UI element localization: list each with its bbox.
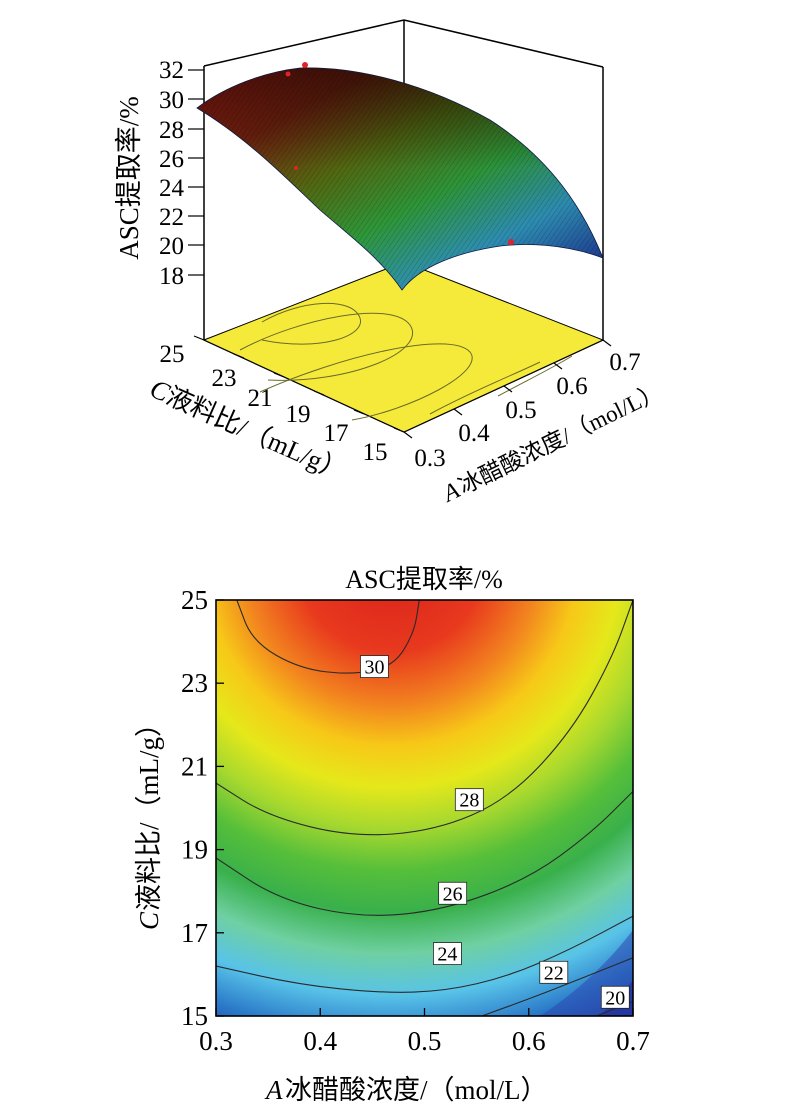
y-axis-var: C — [134, 911, 164, 930]
contour-line-28 — [216, 600, 633, 836]
c-tick: 23 — [212, 365, 237, 392]
contour-line-30 — [236, 600, 420, 674]
contour-label: 20 — [605, 987, 625, 1009]
surface-design-points — [285, 62, 514, 245]
floor-contour-lines — [239, 302, 573, 421]
x-axis-title: 冰醋酸浓度/（mol/L） — [285, 1075, 548, 1105]
x-tick-label: 0.3 — [199, 1026, 233, 1056]
z-tick: 28 — [159, 117, 184, 144]
c-tick: 21 — [248, 385, 273, 412]
y-tick-label: 21 — [181, 751, 208, 781]
x-tick-label: 0.6 — [512, 1026, 546, 1056]
c-tick: 25 — [160, 341, 185, 368]
surface-plot-3d: 32 30 28 26 24 22 20 18 ASC提取率/% 25 — [114, 19, 666, 508]
contour-label-box — [539, 960, 569, 984]
contour-plot: ASC提取率/% 30 28 26 24 22 20 0.3 0.4 0.5 0.6 0.7 25… — [134, 565, 650, 1105]
surface-mesh — [196, 67, 604, 291]
contour-label-box — [438, 881, 468, 905]
z-axis-ticks: 32 30 28 26 24 22 20 18 — [159, 57, 204, 290]
contour-line-26 — [216, 790, 633, 916]
contour-line-22 — [481, 957, 633, 1016]
x-tick-label: 0.7 — [616, 1026, 650, 1056]
z-tick: 26 — [159, 146, 184, 173]
contour-title: ASC提取率/% — [345, 565, 502, 594]
contour-label: 24 — [437, 944, 457, 966]
x-tick-label: 0.5 — [408, 1026, 442, 1056]
a-tick: 0.7 — [609, 349, 640, 376]
z-tick: 18 — [159, 263, 184, 290]
contour-label-box — [454, 788, 484, 812]
y-tick-label: 25 — [181, 585, 208, 615]
z-tick: 24 — [159, 175, 185, 202]
a-tick: 0.3 — [414, 445, 445, 472]
y-tick-label: 23 — [181, 668, 208, 698]
z-tick: 30 — [159, 87, 184, 114]
y-tick-label: 17 — [181, 918, 208, 948]
y-tick-label: 19 — [181, 835, 208, 865]
x-axis-var: A — [264, 1075, 283, 1105]
contour-labels: 30 28 26 24 22 20 — [360, 655, 630, 1009]
a-tick: 0.5 — [505, 397, 536, 424]
contour-label: 28 — [459, 790, 479, 812]
contour-label-box — [600, 985, 630, 1009]
contour-label: 30 — [364, 657, 384, 679]
z-tick: 32 — [159, 57, 184, 84]
contour-label: 26 — [443, 883, 463, 905]
z-tick: 20 — [159, 233, 184, 260]
contour-label-box — [433, 942, 462, 965]
x-tick-label: 0.4 — [303, 1026, 337, 1056]
y-axis-title: 液料比/（mL/g） — [134, 710, 164, 911]
a-tick: 0.6 — [556, 373, 587, 400]
y-tick-label: 15 — [181, 1001, 208, 1031]
contour-lines — [216, 600, 633, 1016]
contour-label: 22 — [544, 962, 564, 984]
c-tick: 17 — [324, 420, 349, 447]
c-tick: 19 — [286, 401, 311, 428]
contour-fill — [216, 600, 633, 1016]
c-tick: 15 — [363, 439, 388, 466]
contour-x-axis-label: A 冰醋酸浓度/（mol/L） — [264, 1075, 548, 1105]
surface-a-axis-ticks: 0.3 0.4 0.5 0.6 0.7 — [403, 339, 641, 472]
z-tick: 22 — [159, 204, 184, 231]
z-axis-label: ASC提取率/% — [114, 96, 144, 260]
surface-c-axis-ticks: 25 23 21 19 17 15 — [160, 335, 405, 466]
contour-x-ticks: 0.3 0.4 0.5 0.6 0.7 — [199, 1008, 650, 1056]
contour-line-24 — [216, 915, 633, 993]
contour-y-axis-label: C 液料比/（mL/g） — [134, 710, 164, 930]
a-tick: 0.4 — [458, 420, 490, 447]
contour-label-box — [360, 655, 389, 678]
contour-y-ticks: 25 23 21 19 17 15 — [181, 585, 224, 1031]
